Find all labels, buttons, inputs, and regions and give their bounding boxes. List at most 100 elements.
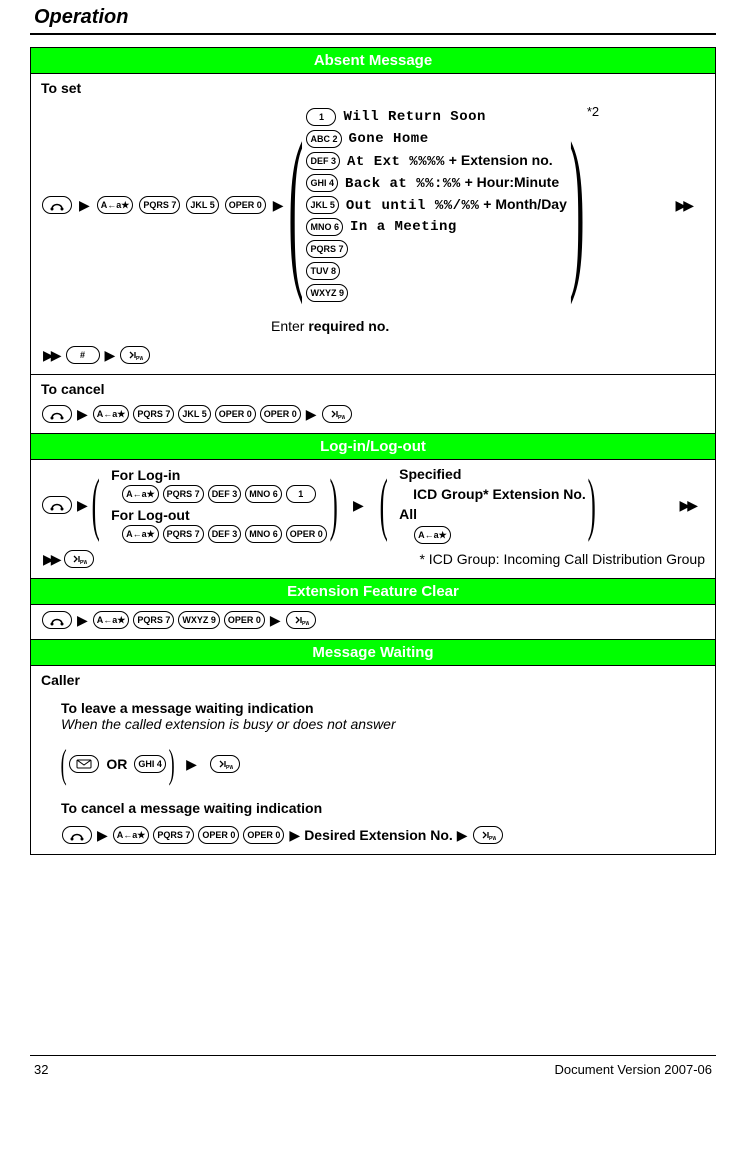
to-set-label: To set xyxy=(41,80,705,96)
handset-icon xyxy=(42,611,72,629)
msg-2: Gone Home xyxy=(349,131,429,147)
key-6: MNO 6 xyxy=(245,485,282,503)
continue-arrow: ▶▶ xyxy=(677,497,705,514)
arrow-icon: ▶ xyxy=(75,612,90,629)
msg-5-suffix: + Month/Day xyxy=(479,196,567,212)
key-4: GHI 4 xyxy=(134,755,166,773)
arrow-icon: ▶ xyxy=(287,827,302,844)
msg-4-suffix: + Hour:Minute xyxy=(461,174,559,190)
star2-note: *2 xyxy=(587,102,599,119)
svg-text:PWR: PWR xyxy=(136,356,143,361)
leave-msg-title: To leave a message waiting indication xyxy=(61,700,705,716)
key-1: 1 xyxy=(286,485,316,503)
pwr-icon: PWR xyxy=(322,405,352,423)
specified-label: Specified xyxy=(389,466,586,482)
star-key: A←a★ xyxy=(122,485,159,503)
absent-cancel-body: To cancel ▶ A←a★ PQRS 7 JKL 5 OPER 0 OPE… xyxy=(31,375,715,433)
arrow-icon: ▶ xyxy=(455,827,470,844)
arrow-icon: ▶ xyxy=(304,406,319,423)
arrow-icon: ▶ xyxy=(271,197,286,214)
paren-right: ) xyxy=(587,477,595,533)
paren-right: ) xyxy=(329,477,337,533)
for-login-label: For Log-in xyxy=(101,467,328,483)
svg-text:PWR: PWR xyxy=(338,415,345,420)
key-0: OPER 0 xyxy=(243,826,284,844)
header-rule xyxy=(30,33,716,35)
page-footer: 32 Document Version 2007-06 xyxy=(30,1055,716,1089)
msg-4: Back at %%:%% xyxy=(345,176,461,192)
key-5: JKL 5 xyxy=(306,196,338,214)
log-header: Log-in/Log-out xyxy=(31,433,715,460)
star-key: A←a★ xyxy=(414,526,451,544)
paren-left: ( xyxy=(61,748,67,780)
key-5: JKL 5 xyxy=(186,196,218,214)
handset-icon xyxy=(42,496,72,514)
msg-5: Out until %%/%% xyxy=(346,198,480,214)
continue-arrow: ▶▶ xyxy=(41,551,63,568)
arrow-icon: ▶ xyxy=(103,347,118,364)
svg-text:PWR: PWR xyxy=(80,560,87,565)
key-8: TUV 8 xyxy=(306,262,340,280)
svg-text:PWR: PWR xyxy=(226,765,233,770)
star-key: A←a★ xyxy=(122,525,159,543)
key-0: OPER 0 xyxy=(224,611,265,629)
arrow-icon: ▶ xyxy=(176,756,207,773)
arrow-icon: ▶ xyxy=(268,612,283,629)
for-logout-label: For Log-out xyxy=(101,507,328,523)
key-7: PQRS 7 xyxy=(133,405,174,423)
pwr-icon: PWR xyxy=(473,826,503,844)
pwr-icon: PWR xyxy=(210,755,240,773)
cancel-msg-title: To cancel a message waiting indication xyxy=(61,800,705,816)
pwr-icon: PWR xyxy=(286,611,316,629)
continue-arrow: ▶▶ xyxy=(673,197,695,214)
paren-left: ( xyxy=(379,477,387,533)
msg-wait-header: Message Waiting xyxy=(31,639,715,666)
handset-icon xyxy=(42,196,72,214)
handset-icon xyxy=(62,826,92,844)
msg-3: At Ext %%%% xyxy=(347,154,445,170)
msg-wait-body: Caller To leave a message waiting indica… xyxy=(31,666,715,854)
paren-right: ) xyxy=(569,138,584,273)
icd-note: * ICD Group: Incoming Call Distribution … xyxy=(419,551,705,567)
ext-clear-header: Extension Feature Clear xyxy=(31,578,715,605)
login-logout-options: For Log-in A←a★ PQRS 7 DEF 3 MNO 6 1 For… xyxy=(101,467,328,543)
key-3: DEF 3 xyxy=(208,485,242,503)
key-0: OPER 0 xyxy=(215,405,256,423)
target-options: Specified ICD Group* Extension No. All A… xyxy=(389,466,586,544)
arrow-icon: ▶ xyxy=(75,497,90,514)
key-3: DEF 3 xyxy=(306,152,340,170)
key-5: JKL 5 xyxy=(178,405,210,423)
msg-6: In a Meeting xyxy=(350,219,457,235)
to-cancel-label: To cancel xyxy=(41,381,705,397)
key-7: PQRS 7 xyxy=(139,196,180,214)
key-2: ABC 2 xyxy=(306,130,341,148)
page-number: 32 xyxy=(34,1062,48,1077)
handset-icon xyxy=(42,405,72,423)
caller-label: Caller xyxy=(41,672,705,688)
key-6: MNO 6 xyxy=(306,218,343,236)
hash-key: # xyxy=(66,346,100,364)
star-key: A←a★ xyxy=(93,611,130,629)
ext-clear-body: ▶ A←a★ PQRS 7 WXYZ 9 OPER 0 ▶ PWR xyxy=(31,605,715,639)
pwr-icon: PWR xyxy=(64,550,94,568)
star-key: A←a★ xyxy=(93,405,130,423)
all-label: All xyxy=(389,506,586,522)
key-6: MNO 6 xyxy=(245,525,282,543)
to-set-seq: ▶ A←a★ PQRS 7 JKL 5 OPER 0 ▶ xyxy=(41,196,286,214)
icd-ext-label: ICD Group* Extension No. xyxy=(389,486,586,502)
key-7: PQRS 7 xyxy=(133,611,174,629)
arrow-icon: ▶ xyxy=(339,497,378,514)
arrow-icon: ▶ xyxy=(77,197,92,214)
absent-header: Absent Message xyxy=(31,48,715,74)
or-label: OR xyxy=(102,756,131,772)
key-7: PQRS 7 xyxy=(306,240,347,258)
key-1: 1 xyxy=(306,108,336,126)
star-key: A←a★ xyxy=(113,826,150,844)
key-3: DEF 3 xyxy=(208,525,242,543)
msg-1: Will Return Soon xyxy=(343,109,485,125)
svg-text:PWR: PWR xyxy=(489,836,496,841)
key-4: GHI 4 xyxy=(306,174,338,192)
key-7: PQRS 7 xyxy=(163,485,204,503)
key-0: OPER 0 xyxy=(286,525,327,543)
paren-left: ( xyxy=(91,477,99,533)
